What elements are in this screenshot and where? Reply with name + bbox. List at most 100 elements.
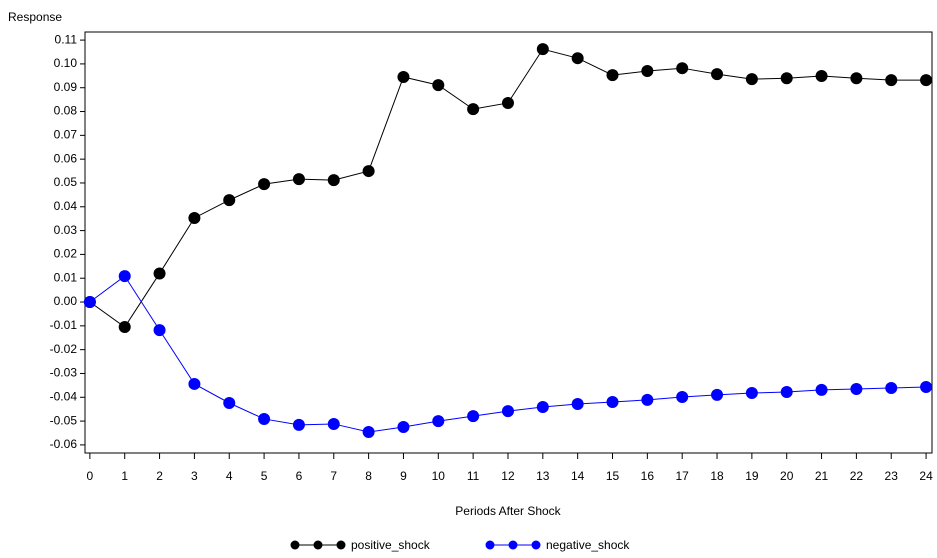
data-point <box>501 405 514 418</box>
y-tick-label: -0.04 <box>50 389 78 403</box>
data-point <box>118 321 131 334</box>
data-point <box>292 173 305 186</box>
data-point <box>83 296 96 309</box>
x-tick-label: 24 <box>919 469 933 483</box>
legend-label: positive_shock <box>351 538 431 552</box>
legend-marker <box>531 540 541 550</box>
y-tick-label: -0.06 <box>50 437 78 451</box>
y-tick-label: 0.07 <box>54 128 78 142</box>
data-point <box>780 386 793 399</box>
data-point <box>641 393 654 406</box>
x-tick-label: 9 <box>400 469 407 483</box>
legend-marker <box>336 540 346 550</box>
data-point <box>188 211 201 224</box>
data-point <box>258 178 271 191</box>
x-tick-label: 11 <box>467 469 480 483</box>
x-tick-label: 23 <box>885 469 899 483</box>
y-tick-label: 0.08 <box>54 104 78 118</box>
data-point <box>780 72 793 85</box>
data-point <box>188 377 201 390</box>
data-point <box>745 386 758 399</box>
data-point <box>711 388 724 401</box>
x-tick-label: 1 <box>121 469 128 483</box>
legend-label: negative_shock <box>546 538 630 552</box>
y-tick-label: 0.01 <box>54 270 78 284</box>
data-point <box>292 418 305 431</box>
x-tick-label: 0 <box>87 469 94 483</box>
data-point <box>432 415 445 428</box>
y-tick-label: 0.00 <box>54 294 78 308</box>
x-tick-label: 15 <box>606 469 620 483</box>
y-tick-label: 0.04 <box>54 199 78 213</box>
data-point <box>153 324 166 337</box>
legend-marker <box>508 540 518 550</box>
data-point <box>571 52 584 65</box>
data-point <box>327 174 340 187</box>
y-tick-label: -0.05 <box>50 413 78 427</box>
x-axis-label: Periods After Shock <box>455 504 561 518</box>
x-tick-label: 4 <box>226 469 233 483</box>
data-point <box>397 421 410 434</box>
data-point <box>571 397 584 410</box>
x-tick-label: 12 <box>501 469 515 483</box>
data-point <box>920 74 933 87</box>
data-point <box>223 194 236 207</box>
x-tick-label: 16 <box>641 469 655 483</box>
y-tick-label: 0.02 <box>54 247 78 261</box>
y-tick-label: 0.10 <box>54 56 78 70</box>
data-point <box>815 383 828 396</box>
legend-marker <box>290 540 300 550</box>
data-point <box>467 410 480 423</box>
x-tick-label: 6 <box>296 469 303 483</box>
x-tick-label: 22 <box>850 469 864 483</box>
data-point <box>815 70 828 83</box>
data-point <box>536 43 549 56</box>
data-point <box>536 401 549 414</box>
y-tick-label: -0.02 <box>50 342 78 356</box>
data-point <box>153 267 166 280</box>
y-tick-label: 0.05 <box>54 175 78 189</box>
y-tick-label: 0.09 <box>54 80 78 94</box>
x-tick-label: 17 <box>676 469 690 483</box>
x-tick-label: 21 <box>815 469 829 483</box>
x-tick-label: 10 <box>432 469 446 483</box>
data-point <box>606 396 619 409</box>
data-point <box>920 381 933 394</box>
data-point <box>885 74 898 87</box>
x-tick-label: 2 <box>156 469 163 483</box>
plot-frame <box>84 31 933 454</box>
x-tick-label: 20 <box>780 469 794 483</box>
x-tick-label: 14 <box>571 469 585 483</box>
data-point <box>745 73 758 86</box>
legend-marker <box>313 540 323 550</box>
y-tick-label: -0.03 <box>50 366 78 380</box>
x-tick-label: 13 <box>536 469 550 483</box>
x-tick-label: 19 <box>745 469 759 483</box>
data-point <box>362 165 375 178</box>
data-point <box>501 96 514 109</box>
data-point <box>258 412 271 425</box>
data-point <box>641 65 654 78</box>
x-tick-label: 3 <box>191 469 198 483</box>
data-point <box>850 72 863 85</box>
x-tick-label: 7 <box>330 469 337 483</box>
data-point <box>606 69 619 82</box>
data-point <box>327 417 340 430</box>
x-tick-label: 8 <box>365 469 372 483</box>
data-point <box>223 396 236 409</box>
y-tick-label: 0.03 <box>54 223 78 237</box>
data-point <box>885 381 898 394</box>
data-point <box>362 426 375 439</box>
y-tick-label: 0.11 <box>55 32 78 46</box>
y-tick-label: -0.01 <box>50 318 78 332</box>
data-point <box>467 103 480 116</box>
y-axis-label: Response <box>8 10 62 24</box>
data-point <box>711 68 724 81</box>
data-point <box>397 71 410 84</box>
x-tick-label: 5 <box>261 469 268 483</box>
data-point <box>676 391 689 404</box>
legend-marker <box>485 540 495 550</box>
data-point <box>850 382 863 395</box>
series-line <box>89 48 927 328</box>
